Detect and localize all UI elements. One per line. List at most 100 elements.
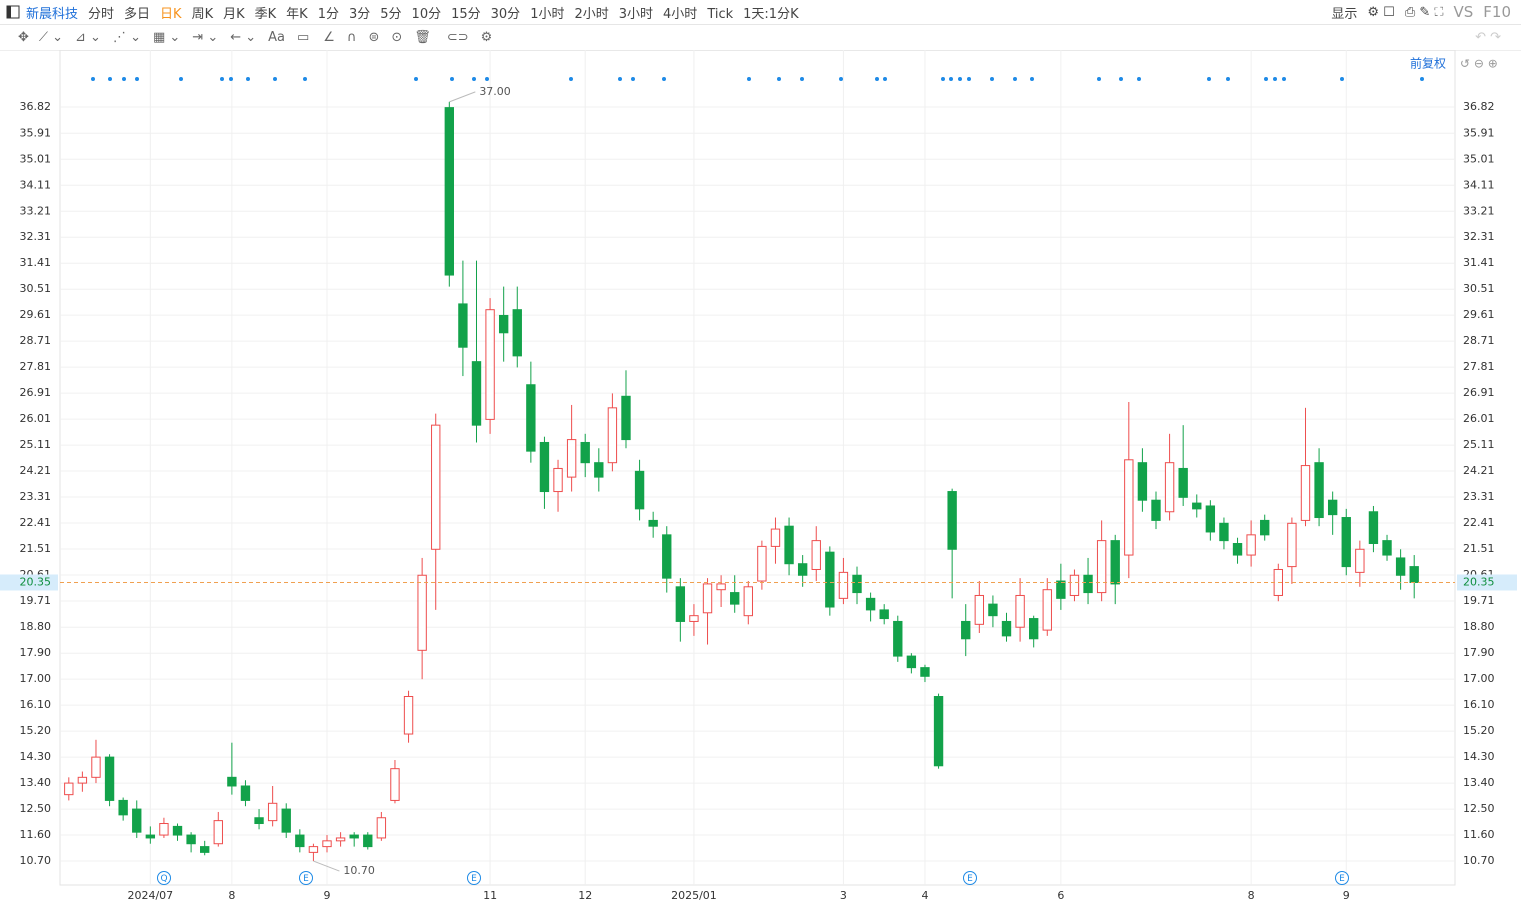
period-tab[interactable]: 日K: [160, 6, 182, 22]
candle-body: [634, 470, 645, 510]
candle-body: [852, 574, 862, 594]
gear-tool[interactable]: ⚙: [480, 30, 493, 45]
x-tick-label: 11: [483, 889, 497, 902]
angle-tool[interactable]: ∠: [323, 30, 335, 45]
period-tab[interactable]: 5分: [380, 6, 402, 22]
period-tab[interactable]: Tick: [707, 6, 734, 22]
candle-body: [811, 540, 821, 570]
y-tick-label: 15.20: [20, 724, 52, 737]
x-tick-label: 8: [1248, 889, 1255, 902]
period-tab[interactable]: 3分: [348, 6, 371, 22]
x-tick-label: 12: [578, 889, 592, 902]
text-tool[interactable]: Aa: [268, 30, 285, 45]
candle-body: [838, 571, 849, 599]
candle-body: [689, 615, 699, 622]
magnet-tool[interactable]: ∩: [346, 30, 357, 45]
period-tab[interactable]: 10分: [411, 6, 442, 22]
y-tick-label-right: 30.51: [1463, 282, 1495, 295]
y-tick-label: 29.61: [20, 308, 52, 321]
event-dot: [958, 77, 962, 81]
period-tab[interactable]: 月K: [223, 6, 245, 22]
y-tick-label: 13.40: [20, 776, 52, 789]
symbol[interactable]: 新晨科技: [26, 6, 79, 22]
panel-icon[interactable]: [6, 5, 20, 19]
y-tick-label: 21.51: [20, 542, 52, 555]
line-tool[interactable]: ⟋ ⌄: [38, 30, 64, 45]
y-tick-label: 12.50: [20, 802, 52, 815]
candle-body: [1260, 519, 1270, 536]
candle-body: [1341, 517, 1351, 568]
last-price-label: 20.35: [20, 575, 52, 588]
period-tab[interactable]: 3小时: [618, 6, 654, 22]
y-tick-label: 32.31: [20, 230, 52, 243]
move-tool[interactable]: ✥: [18, 30, 29, 45]
candle-body: [77, 776, 88, 784]
candle-body: [1382, 540, 1392, 556]
adjust-mode[interactable]: 前复权: [1410, 56, 1446, 71]
period-tab[interactable]: 年K: [286, 6, 308, 22]
display-menu[interactable]: 显示: [1331, 6, 1358, 22]
candle-body: [988, 603, 998, 617]
candle-body: [322, 840, 332, 848]
period-tab[interactable]: 30分: [490, 6, 521, 22]
candle-body: [335, 837, 346, 842]
period-tab[interactable]: 2小时: [574, 6, 609, 22]
y-tick-label-right: 13.40: [1463, 776, 1495, 789]
vs-button[interactable]: VS: [1453, 3, 1474, 21]
candle-body: [91, 756, 101, 778]
candle-body: [1137, 462, 1148, 501]
event-dot: [1137, 77, 1141, 81]
arrow-tool[interactable]: ← ⌄: [230, 30, 257, 45]
candle-body: [1300, 465, 1311, 521]
candle-body: [145, 834, 156, 839]
measure-tool[interactable]: ▦ ⌄: [152, 30, 181, 45]
last-price-tag-right: [1457, 574, 1517, 591]
y-tick-label-right: 17.90: [1463, 646, 1495, 659]
period-tab[interactable]: 1分: [317, 6, 339, 22]
f10-button[interactable]: F10: [1483, 3, 1511, 21]
y-tick-label-right: 18.80: [1463, 620, 1495, 633]
y-tick-label-right: 10.70: [1463, 854, 1495, 867]
range-tool[interactable]: ⇥ ⌄: [192, 30, 219, 45]
y-tick-label: 17.90: [20, 646, 52, 659]
undo-redo[interactable]: ↶ ↷: [1475, 30, 1501, 45]
x-tick-label: 2025/01: [671, 889, 717, 902]
settings-icon[interactable]: ⚙ ☐: [1367, 4, 1395, 20]
y-tick-label: 19.71: [20, 594, 52, 607]
period-tab[interactable]: 周K: [191, 6, 214, 22]
camera-icon[interactable]: ⎙ ✎ ⛶: [1404, 4, 1444, 20]
delete-tool[interactable]: 🗑: [414, 30, 431, 45]
y-tick-label-right: 15.20: [1463, 724, 1495, 737]
event-dot: [1420, 77, 1424, 81]
interval[interactable]: 1天:1分K: [743, 6, 799, 22]
candle-body: [227, 776, 237, 787]
x-tick-label: 2024/07: [127, 889, 173, 902]
candle-body: [1192, 502, 1202, 510]
channel-tool[interactable]: ⊿ ⌄: [75, 30, 101, 45]
candle-body: [716, 583, 726, 591]
candle-body: [1001, 620, 1012, 637]
lock-tool[interactable]: ⊜: [368, 30, 380, 45]
event-dot: [450, 77, 454, 81]
period-tab[interactable]: 分时: [88, 6, 115, 22]
eye-tool[interactable]: ⊙: [391, 30, 403, 45]
y-tick-label-right: 22.41: [1463, 516, 1495, 529]
y-tick-label-right: 16.10: [1463, 698, 1495, 711]
wave-tool[interactable]: ⋰ ⌄: [112, 30, 141, 45]
note-tool[interactable]: ▭: [297, 30, 310, 45]
period-tab[interactable]: 15分: [451, 6, 481, 22]
candle-body: [1178, 467, 1188, 498]
event-dot: [875, 77, 879, 81]
period-tab[interactable]: 4小时: [663, 6, 698, 22]
event-dot: [485, 77, 489, 81]
y-tick-label-right: 25.11: [1463, 438, 1495, 451]
y-tick-label: 30.51: [20, 282, 52, 295]
period-tab[interactable]: 多日: [124, 6, 151, 22]
candle-body: [281, 808, 291, 833]
event-dot: [747, 77, 751, 81]
event-dot: [220, 77, 224, 81]
compare-tool[interactable]: ⊂⊃: [446, 30, 469, 45]
candle-body: [1246, 534, 1256, 556]
period-tab[interactable]: 季K: [254, 6, 277, 22]
period-tab[interactable]: 1小时: [530, 6, 565, 22]
